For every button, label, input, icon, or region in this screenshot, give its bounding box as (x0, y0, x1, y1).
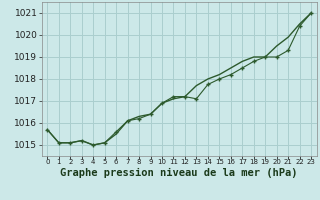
X-axis label: Graphe pression niveau de la mer (hPa): Graphe pression niveau de la mer (hPa) (60, 168, 298, 178)
